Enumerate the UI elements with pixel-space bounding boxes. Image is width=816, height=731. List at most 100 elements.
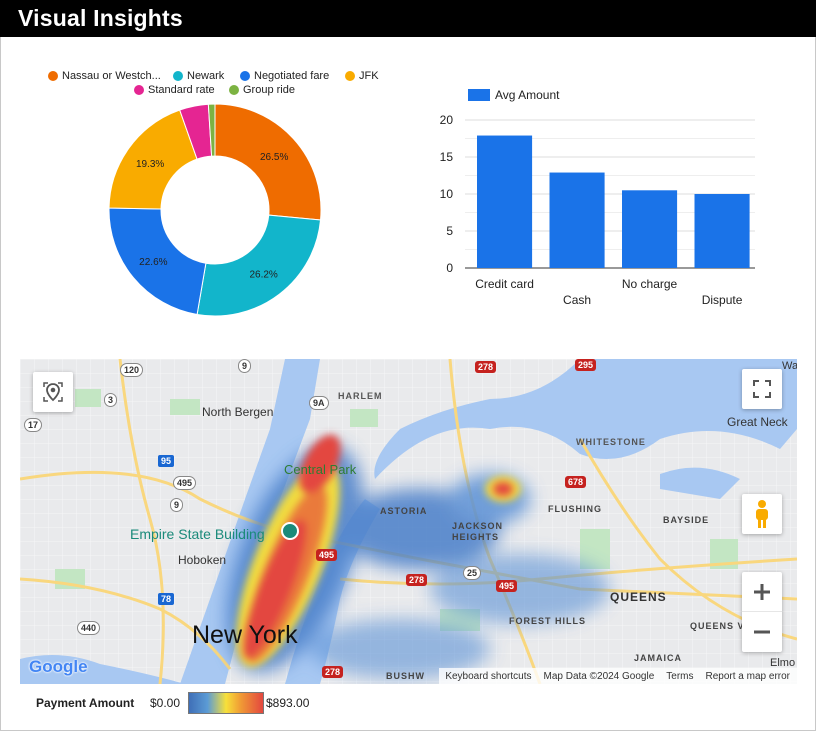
zoom-in-button[interactable] (742, 572, 782, 612)
x-tick-label: Cash (563, 293, 591, 307)
route-shield: 95 (158, 455, 175, 467)
y-tick-label: 5 (446, 224, 453, 238)
legend-item-group[interactable]: Group ride (243, 84, 295, 96)
bar-cash[interactable] (549, 172, 605, 268)
x-tick-label: Dispute (702, 293, 743, 307)
bar-chart: 20 15 10 5 0 Credit card Cash No charge Dispute (440, 113, 755, 307)
map-label-queens: QUEENS (610, 590, 667, 604)
fullscreen-button[interactable] (742, 369, 782, 409)
plus-icon (754, 583, 770, 600)
route-shield: 120 (120, 363, 144, 377)
bar-no-charge[interactable] (622, 190, 678, 268)
pie-slice-label: 26.5% (260, 152, 288, 163)
map-label-elmo: Elmo (770, 657, 796, 669)
page-title: Visual Insights (18, 5, 183, 31)
route-shield: 278 (322, 666, 344, 678)
map-label-harlem: HARLEM (338, 391, 383, 401)
pie-slice-newark[interactable] (196, 214, 322, 317)
donut-chart: 26.5% 26.2% 22.6% 19.3% (108, 103, 322, 317)
legend-item-newark[interactable]: Newark (187, 70, 225, 82)
route-shield: 440 (77, 621, 101, 635)
map-label-jackson-heights: JACKSON HEIGHTS (452, 521, 504, 542)
map-label-whitestone: WHITESTONE (576, 437, 646, 447)
legend-item-negotiated[interactable]: Negotiated fare (254, 70, 330, 82)
route-shield: 3 (104, 393, 118, 407)
pie-slice-negotiated-fare[interactable] (108, 207, 207, 316)
route-shield: 495 (173, 476, 197, 490)
bar-dispute[interactable] (694, 194, 750, 268)
heatmap-legend-min: $0.00 (150, 696, 181, 710)
map-label-hoboken: Hoboken (178, 553, 227, 567)
legend-item-standard[interactable]: Standard rate (148, 84, 215, 96)
report-map-error-link[interactable]: Report a map error (705, 670, 790, 682)
heatmap-gradient-bar (188, 692, 264, 714)
heatmap-map[interactable]: HARLEM North Bergen Central Park WHITEST… (20, 359, 797, 684)
pie-slice-label: 26.2% (249, 270, 277, 281)
heatmap-legend-title: Payment Amount (36, 696, 135, 710)
street-view-pegman-button[interactable] (742, 494, 782, 534)
route-shield: 25 (463, 566, 482, 580)
x-tick-label: No charge (622, 277, 678, 291)
map-label-great-neck: Great Neck (727, 415, 788, 429)
route-shield: 9A (309, 396, 329, 410)
map-label-central-park: Central Park (284, 462, 357, 477)
pie-slice-nassau-or-westch[interactable] (214, 103, 322, 221)
map-label-north-bergen: North Bergen (202, 405, 274, 419)
route-shield: 678 (565, 476, 587, 488)
route-shield: 78 (158, 593, 175, 605)
legend-dot-jfk (345, 71, 355, 81)
legend-dot-nassau (48, 71, 58, 81)
google-logo[interactable]: Google (29, 657, 88, 676)
location-pin-icon (43, 382, 63, 402)
keyboard-shortcuts-link[interactable]: Keyboard shortcuts (445, 670, 532, 682)
legend-dot-standard (134, 85, 144, 95)
route-shield: 495 (496, 580, 518, 592)
title-bar: Visual Insights (0, 0, 816, 37)
pegman-icon (756, 500, 768, 528)
map-label-empire-state: Empire State Building (130, 526, 265, 542)
route-shield: 278 (475, 361, 497, 373)
x-tick-label: Credit card (475, 277, 534, 291)
route-shield: 17 (24, 418, 43, 432)
map-label-jamaica: JAMAICA (634, 653, 683, 663)
map-label-bayside: BAYSIDE (663, 515, 710, 525)
legend-item-jfk[interactable]: JFK (359, 70, 379, 82)
map-label-queens-v: QUEENS V (690, 621, 745, 631)
landmark-pin-icon[interactable] (281, 522, 299, 540)
pie-slice-label: 19.3% (136, 159, 164, 170)
zoom-controls (742, 572, 782, 652)
route-shield: 278 (406, 574, 428, 586)
my-location-button[interactable] (33, 372, 73, 412)
pie-slice-label: 22.6% (139, 257, 167, 268)
bar-credit-card[interactable] (477, 135, 533, 268)
map-footer: Keyboard shortcuts Map Data ©2024 Google… (439, 668, 797, 684)
legend-dot-group (229, 85, 239, 95)
legend-dot-negotiated (240, 71, 250, 81)
map-label-flushing: FLUSHING (548, 504, 602, 514)
map-label-wa: Wa (782, 360, 797, 372)
heatmap-legend-max: $893.00 (266, 696, 310, 710)
y-tick-label: 10 (440, 187, 454, 201)
route-shield: 9 (170, 498, 184, 512)
map-label-astoria: ASTORIA (380, 506, 428, 516)
y-tick-label: 20 (440, 113, 454, 127)
pie-slice-group-ride[interactable] (207, 103, 216, 157)
route-shield: 495 (316, 549, 338, 561)
legend-dot-newark (173, 71, 183, 81)
y-tick-label: 0 (446, 261, 453, 275)
y-tick-label: 15 (440, 150, 454, 164)
map-data-attribution: Map Data ©2024 Google (543, 670, 655, 682)
map-canvas[interactable] (20, 359, 797, 684)
route-shield: 9 (238, 359, 252, 373)
map-label-new-york: New York (192, 621, 298, 649)
fullscreen-icon (753, 380, 771, 398)
route-shield: 295 (575, 359, 597, 371)
zoom-out-button[interactable] (742, 612, 782, 652)
terms-link[interactable]: Terms (666, 670, 694, 682)
minus-icon (754, 630, 770, 634)
map-label-bushw: BUSHW (386, 671, 425, 681)
bar-legend-swatch (468, 89, 490, 101)
map-label-forest-hills: FOREST HILLS (509, 616, 586, 626)
bar-legend-label[interactable]: Avg Amount (495, 88, 560, 102)
legend-item-nassau[interactable]: Nassau or Westch... (62, 70, 161, 82)
